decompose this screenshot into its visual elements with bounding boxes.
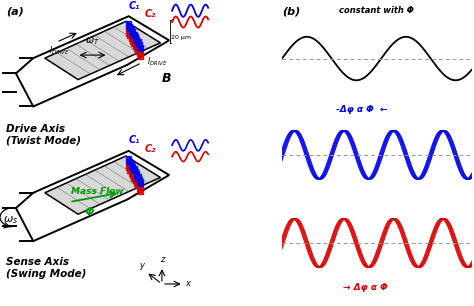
Text: (Twist Mode): (Twist Mode) (6, 136, 81, 146)
Text: C₂: C₂ (145, 144, 156, 154)
Text: $\omega_s$: $\omega_s$ (3, 215, 18, 226)
Text: z: z (160, 255, 164, 264)
Text: (b): (b) (282, 6, 301, 16)
Text: B: B (162, 72, 172, 84)
Text: y: y (139, 261, 144, 270)
Text: → Δφ α Φ: → Δφ α Φ (343, 282, 388, 292)
Text: C₁-C₂: C₁-C₂ (365, 0, 389, 1)
Text: C₁: C₁ (128, 135, 140, 145)
Text: Φ: Φ (85, 207, 94, 217)
Text: Drive Axis: Drive Axis (6, 124, 65, 133)
Text: $\omega_T$: $\omega_T$ (85, 35, 100, 47)
Text: -Δφ α Φ  ←: -Δφ α Φ ← (336, 105, 387, 114)
Text: (a): (a) (6, 6, 24, 16)
Text: constant with Φ: constant with Φ (339, 6, 414, 15)
Text: (Swing Mode): (Swing Mode) (6, 269, 86, 279)
Text: x: x (186, 279, 191, 289)
Text: C₁: C₁ (128, 1, 140, 11)
Polygon shape (45, 21, 161, 80)
Polygon shape (45, 156, 161, 214)
Text: 20 μm: 20 μm (171, 35, 191, 40)
Text: Sense Axis: Sense Axis (6, 257, 69, 267)
Text: $I_{DRIVE}$: $I_{DRIVE}$ (147, 56, 168, 68)
Text: Mass Flow: Mass Flow (71, 187, 124, 196)
Text: $I_{DRIVE}$: $I_{DRIVE}$ (49, 44, 70, 57)
Text: C₂: C₂ (145, 9, 156, 19)
